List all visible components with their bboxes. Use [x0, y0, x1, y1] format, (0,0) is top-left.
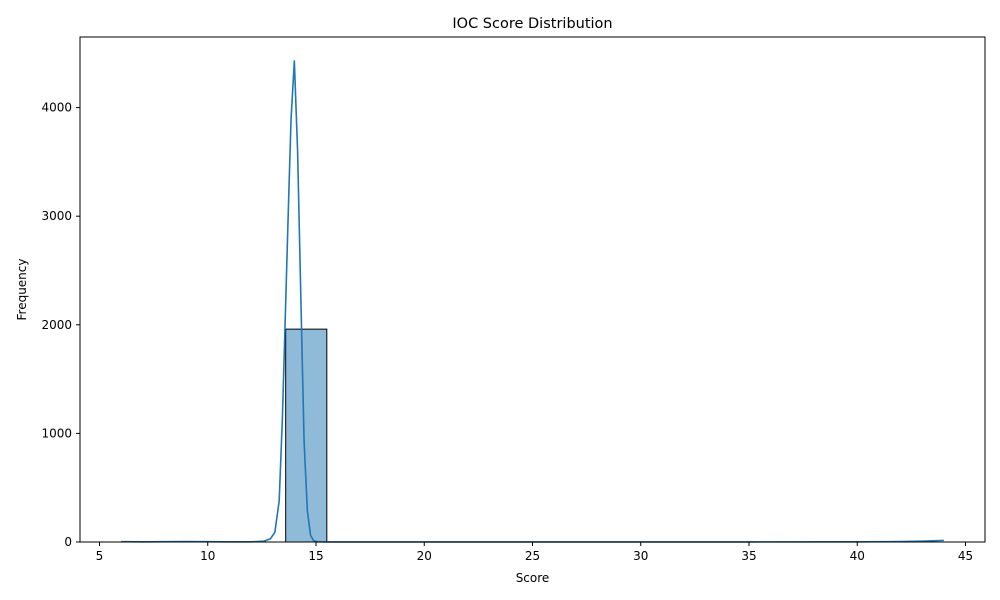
y-tick-label: 0: [64, 535, 72, 549]
y-tick-label: 2000: [41, 318, 72, 332]
x-tick-label: 35: [741, 549, 756, 563]
x-tick-label: 30: [633, 549, 648, 563]
y-axis: 0 1000 2000 3000 4000: [41, 101, 80, 549]
x-tick-label: 40: [850, 549, 865, 563]
x-axis-label: Score: [516, 571, 550, 585]
x-tick-label: 20: [417, 549, 432, 563]
x-axis: 5 10 15 20 25 30 35 40 45: [96, 542, 973, 563]
y-tick-label: 1000: [41, 426, 72, 440]
x-tick-label: 10: [200, 549, 215, 563]
chart-title: IOC Score Distribution: [452, 16, 612, 32]
y-tick-label: 4000: [41, 101, 72, 115]
y-tick-label: 3000: [41, 209, 72, 223]
x-tick-label: 5: [96, 549, 104, 563]
x-tick-label: 45: [958, 549, 973, 563]
x-tick-label: 15: [308, 549, 323, 563]
x-tick-label: 25: [525, 549, 540, 563]
histogram-bar: [285, 328, 328, 543]
y-axis-label: Frequency: [15, 259, 29, 321]
